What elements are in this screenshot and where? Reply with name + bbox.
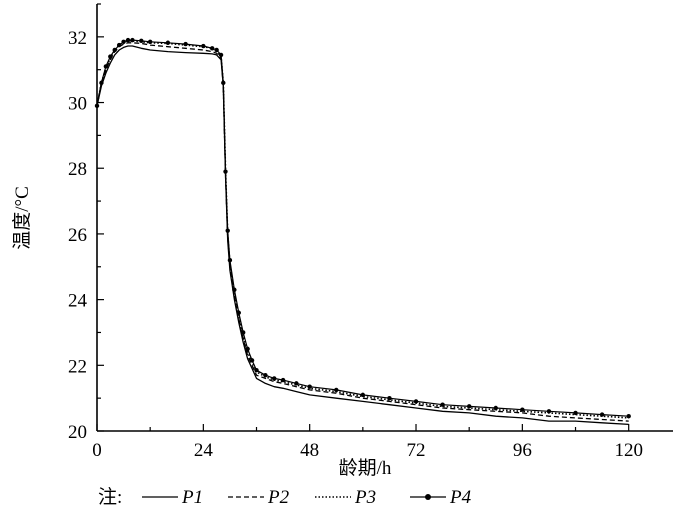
legend: 注: P1 P2 P3 P4 — [98, 486, 472, 508]
data-point-p4 — [626, 414, 631, 419]
series-line-p4 — [96, 39, 629, 417]
data-point-p4 — [387, 395, 392, 401]
data-point-p4 — [546, 409, 552, 414]
data-point-p4 — [225, 228, 230, 233]
y-tick-label: 28 — [68, 159, 87, 180]
y-tick-label: 32 — [68, 28, 87, 49]
x-axis-label: 龄期/h — [339, 457, 392, 479]
legend-label-p3: P3 — [354, 487, 376, 508]
data-point-p4 — [249, 358, 255, 363]
legend-prefix: 注: — [98, 486, 122, 508]
data-point-p4 — [99, 80, 104, 86]
data-point-p4 — [201, 43, 206, 49]
y-tick-label: 24 — [68, 291, 88, 312]
data-point-p4 — [112, 47, 117, 53]
data-point-p4 — [147, 39, 153, 44]
data-point-p4 — [254, 368, 259, 373]
data-point-p4 — [241, 330, 246, 335]
x-tick-label: 0 — [92, 440, 102, 461]
data-point-p4 — [139, 38, 144, 43]
axes: 0 24 48 72 96 120 20 22 24 26 28 30 32 — [68, 3, 673, 461]
legend-marker-p4 — [425, 494, 431, 500]
data-point-p4 — [214, 47, 219, 53]
data-point-p4 — [221, 80, 226, 86]
x-tick-label: 120 — [614, 440, 643, 461]
data-point-p4 — [294, 381, 299, 386]
data-point-p4 — [334, 387, 339, 393]
data-point-p4 — [520, 407, 525, 412]
data-point-p4 — [94, 103, 100, 109]
data-point-p4 — [125, 37, 131, 43]
data-point-p4 — [360, 392, 366, 398]
data-point-p4 — [218, 52, 224, 58]
y-tick-label: 26 — [68, 225, 87, 246]
data-point-p4 — [493, 405, 498, 411]
y-axis-label: 温度/°C — [11, 186, 33, 250]
data-point-p4 — [466, 404, 472, 409]
data-point-p4 — [232, 287, 237, 292]
data-point-p4 — [440, 402, 445, 407]
data-point-p4 — [121, 39, 126, 44]
data-point-p4 — [413, 399, 419, 404]
data-point-p4 — [130, 37, 135, 43]
data-point-p4 — [280, 377, 286, 383]
data-point-p4 — [245, 346, 250, 352]
data-point-p4 — [263, 372, 268, 378]
legend-label-p2: P2 — [267, 487, 290, 508]
data-point-p4 — [183, 41, 188, 47]
legend-label-p1: P1 — [181, 487, 203, 508]
legend-label-p4: P4 — [449, 487, 472, 508]
x-tick-label: 96 — [513, 440, 532, 461]
y-tick-label: 30 — [68, 94, 87, 115]
x-tick-label: 24 — [194, 440, 214, 461]
data-point-p4 — [227, 258, 233, 263]
data-point-p4 — [108, 54, 113, 59]
data-point-p4 — [307, 384, 312, 389]
data-point-p4 — [223, 169, 228, 174]
data-point-p4 — [236, 310, 241, 315]
series-line-p3 — [96, 39, 629, 419]
data-point-p4 — [116, 42, 122, 48]
data-point-p4 — [103, 64, 109, 69]
data-point-p4 — [165, 40, 171, 45]
y-tick-label: 22 — [68, 356, 87, 377]
series-line-p1 — [96, 45, 629, 426]
series-layer — [94, 37, 631, 426]
y-tick-label: 20 — [68, 422, 87, 443]
data-point-p4 — [573, 410, 578, 416]
data-point-p4 — [272, 376, 277, 381]
series-line-p2 — [96, 42, 629, 422]
data-point-p4 — [210, 46, 215, 51]
x-tick-label: 72 — [407, 440, 426, 461]
data-point-p4 — [599, 412, 605, 417]
x-tick-label: 48 — [300, 440, 319, 461]
